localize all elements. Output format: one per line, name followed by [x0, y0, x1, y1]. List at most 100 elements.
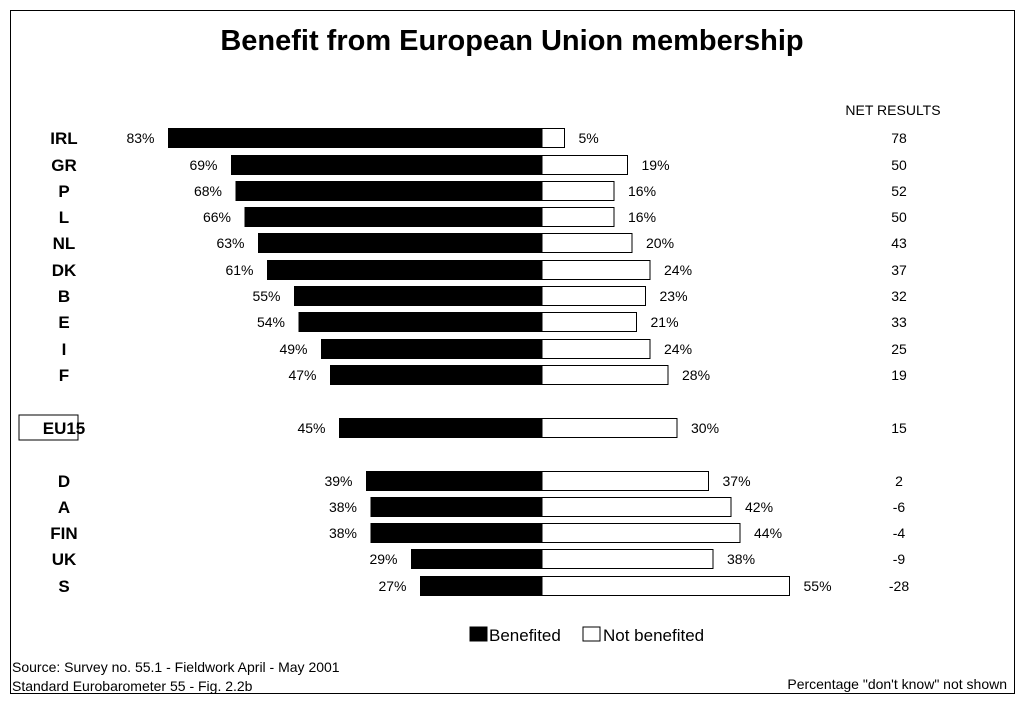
label-not-benefited-dk: 24% — [664, 262, 692, 278]
label-benefited-gr: 69% — [189, 157, 217, 173]
legend-label-not-benefited: Not benefited — [603, 626, 704, 645]
label-benefited-uk: 29% — [369, 551, 397, 567]
net-result-nl: 43 — [891, 235, 907, 251]
label-not-benefited-e: 21% — [651, 314, 679, 330]
chart-title: Benefit from European Union membership — [220, 25, 803, 57]
country-label-l: L — [59, 208, 69, 227]
bar-not-benefited-irl — [541, 128, 565, 148]
country-label-nl: NL — [53, 234, 76, 253]
net-result-irl: 78 — [891, 130, 907, 146]
source-line-1: Source: Survey no. 55.1 - Fieldwork Apri… — [12, 659, 340, 675]
dont-know-note: Percentage "don't know" not shown — [787, 676, 1007, 692]
net-result-fin: -4 — [893, 525, 906, 541]
bar-not-benefited-f — [541, 365, 669, 385]
net-result-s: -28 — [889, 578, 909, 594]
bar-benefited-uk — [411, 549, 543, 569]
country-label-b: B — [58, 287, 70, 306]
net-result-uk: -9 — [893, 551, 906, 567]
label-benefited-nl: 63% — [216, 235, 244, 251]
label-not-benefited-uk: 38% — [727, 551, 755, 567]
bar-benefited-dk — [267, 260, 543, 280]
country-label-p: P — [58, 182, 69, 201]
bar-benefited-s — [420, 576, 543, 596]
bar-benefited-f — [330, 365, 543, 385]
label-benefited-e: 54% — [257, 314, 285, 330]
net-result-b: 32 — [891, 288, 907, 304]
country-label-d: D — [58, 472, 70, 491]
net-result-eu15: 15 — [891, 420, 907, 436]
country-label-uk: UK — [52, 550, 77, 569]
bar-not-benefited-uk — [541, 549, 714, 569]
country-label-s: S — [58, 577, 69, 596]
label-benefited-irl: 83% — [126, 130, 154, 146]
bar-not-benefited-e — [541, 312, 637, 332]
label-not-benefited-l: 16% — [628, 209, 656, 225]
net-result-i: 25 — [891, 341, 907, 357]
label-benefited-f: 47% — [288, 367, 316, 383]
net-result-l: 50 — [891, 209, 907, 225]
bar-not-benefited-s — [541, 576, 790, 596]
bar-not-benefited-d — [541, 471, 709, 491]
legend: Benefited Not benefited — [469, 626, 704, 645]
country-label-fin: FIN — [50, 524, 77, 543]
bar-benefited-gr — [231, 155, 543, 175]
net-result-d: 2 — [895, 473, 903, 489]
label-benefited-d: 39% — [324, 473, 352, 489]
country-label-gr: GR — [51, 156, 77, 175]
country-label-dk: DK — [52, 261, 77, 280]
country-label-i: I — [62, 340, 67, 359]
bar-not-benefited-p — [541, 181, 615, 201]
country-label-e: E — [58, 313, 69, 332]
label-not-benefited-i: 24% — [664, 341, 692, 357]
bar-benefited-a — [370, 497, 543, 517]
net-result-dk: 37 — [891, 262, 907, 278]
net-result-p: 52 — [891, 183, 907, 199]
bar-not-benefited-fin — [541, 523, 741, 543]
label-not-benefited-s: 55% — [804, 578, 832, 594]
bar-benefited-i — [321, 339, 543, 359]
label-benefited-eu15: 45% — [297, 420, 325, 436]
bar-benefited-eu15 — [339, 418, 543, 438]
label-not-benefited-d: 37% — [723, 473, 751, 489]
bar-not-benefited-i — [541, 339, 651, 359]
label-not-benefited-irl: 5% — [579, 130, 599, 146]
label-not-benefited-f: 28% — [682, 367, 710, 383]
chart-frame — [10, 10, 1015, 694]
label-benefited-i: 49% — [279, 341, 307, 357]
bar-benefited-d — [366, 471, 543, 491]
label-benefited-a: 38% — [329, 499, 357, 515]
label-not-benefited-eu15: 30% — [691, 420, 719, 436]
label-not-benefited-p: 16% — [628, 183, 656, 199]
label-benefited-fin: 38% — [329, 525, 357, 541]
label-not-benefited-a: 42% — [745, 499, 773, 515]
bar-not-benefited-b — [541, 286, 646, 306]
label-benefited-b: 55% — [252, 288, 280, 304]
bar-benefited-b — [294, 286, 543, 306]
bar-not-benefited-l — [541, 207, 615, 227]
bar-not-benefited-nl — [541, 233, 633, 253]
net-results-header: NET RESULTS — [845, 102, 940, 118]
bar-benefited-p — [235, 181, 543, 201]
bar-not-benefited-dk — [541, 260, 651, 280]
net-result-gr: 50 — [891, 157, 907, 173]
country-label-f: F — [59, 366, 69, 385]
country-label-box-eu15 — [18, 414, 79, 441]
bar-not-benefited-a — [541, 497, 732, 517]
label-not-benefited-gr: 19% — [642, 157, 670, 173]
legend-label-benefited: Benefited — [489, 626, 561, 645]
label-not-benefited-fin: 44% — [754, 525, 782, 541]
bar-benefited-fin — [370, 523, 543, 543]
bar-benefited-irl — [168, 128, 543, 148]
bar-benefited-e — [298, 312, 543, 332]
bar-not-benefited-gr — [541, 155, 628, 175]
legend-swatch-not-benefited — [582, 626, 601, 642]
label-benefited-l: 66% — [203, 209, 231, 225]
label-benefited-dk: 61% — [225, 262, 253, 278]
bar-benefited-l — [244, 207, 543, 227]
label-not-benefited-b: 23% — [660, 288, 688, 304]
country-label-eu15: EU15 — [43, 419, 86, 438]
net-result-e: 33 — [891, 314, 907, 330]
bar-not-benefited-eu15 — [541, 418, 678, 438]
label-benefited-p: 68% — [194, 183, 222, 199]
